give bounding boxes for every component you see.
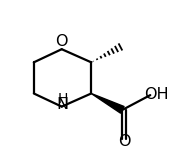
Text: OH: OH <box>145 87 169 102</box>
Text: N: N <box>57 97 69 113</box>
Text: H: H <box>57 92 68 106</box>
Polygon shape <box>91 93 124 113</box>
Text: O: O <box>55 33 68 49</box>
Text: O: O <box>118 133 130 149</box>
